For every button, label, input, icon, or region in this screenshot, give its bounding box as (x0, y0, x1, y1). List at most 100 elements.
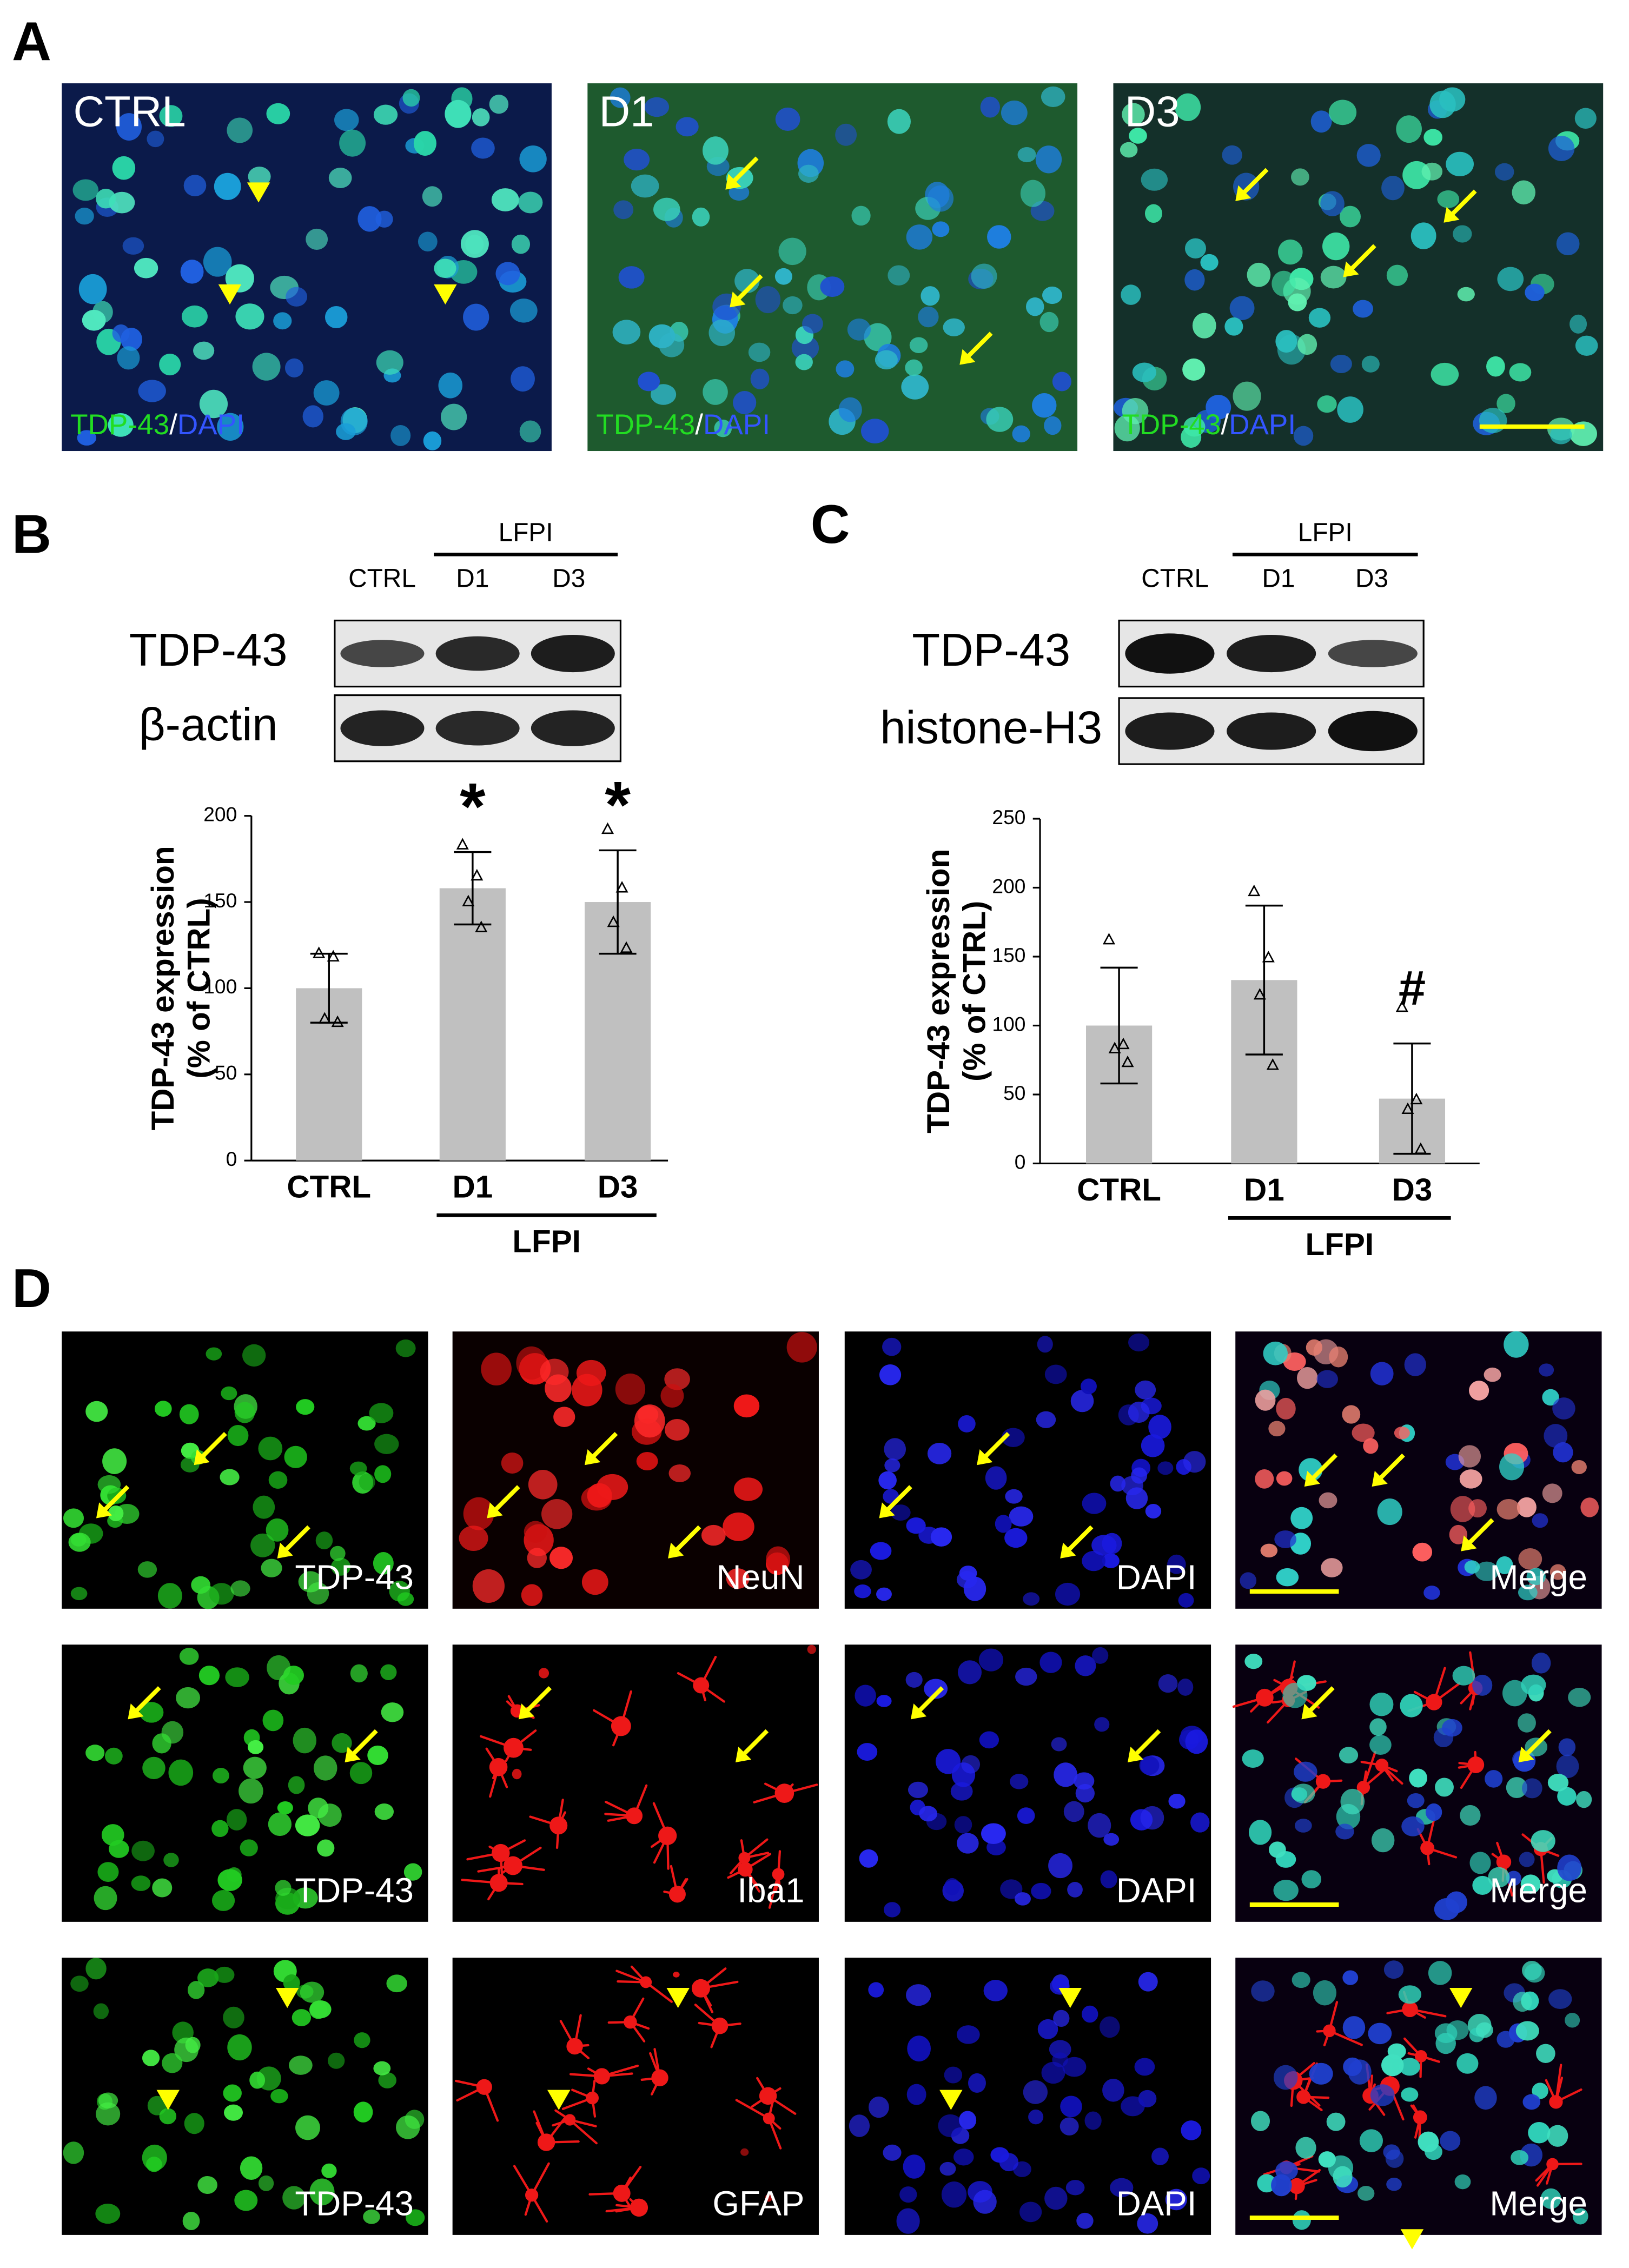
cell-body (504, 1856, 522, 1875)
cell (631, 174, 659, 198)
cell (209, 1583, 234, 1605)
cell (1322, 232, 1350, 261)
cell (1103, 1833, 1120, 1846)
cell (108, 413, 134, 437)
cell (766, 1546, 791, 1573)
cell (183, 175, 207, 197)
x-tick-label: CTRL (287, 1170, 371, 1205)
cell (981, 1823, 1006, 1844)
cell (1320, 266, 1347, 289)
cell (374, 1803, 394, 1820)
image-background (1113, 83, 1604, 452)
stain-label: TDP-43/DAPI (596, 409, 770, 441)
cell (211, 1889, 235, 1911)
cell (868, 2096, 889, 2118)
cell (1062, 2057, 1087, 2077)
cell (1044, 416, 1062, 435)
cell-body (711, 2017, 729, 2034)
cell (460, 230, 489, 258)
cell (1459, 1469, 1482, 1489)
cell (211, 1820, 229, 1838)
micrograph (1113, 83, 1604, 452)
arrow-head (725, 174, 741, 190)
cell (1377, 1498, 1402, 1526)
cell (1102, 1533, 1122, 1554)
cell (932, 221, 950, 237)
cell (1129, 128, 1147, 144)
cell-process (735, 2099, 770, 2120)
cell (1433, 1727, 1454, 1747)
cell (849, 2114, 870, 2137)
cell (835, 123, 857, 146)
cell (1565, 2013, 1580, 2028)
arrow-shaft (350, 1729, 378, 1757)
cell (491, 188, 519, 211)
cell (1009, 1506, 1034, 1527)
cell (309, 2001, 328, 2019)
cell (1135, 1380, 1156, 1400)
cell (1131, 1467, 1148, 1484)
cell (203, 247, 232, 277)
cell (1528, 2122, 1551, 2144)
cell (1185, 1729, 1208, 1754)
cell (1053, 2010, 1070, 2027)
blot-band (1328, 640, 1418, 667)
cell (519, 145, 547, 173)
cell (905, 1672, 923, 1688)
arrow-head (518, 1703, 535, 1720)
cell (75, 208, 94, 225)
cell (152, 1878, 173, 1898)
cell (1394, 1426, 1410, 1440)
cell (159, 353, 181, 376)
arrow-shaft (1133, 1729, 1161, 1757)
cell (406, 2209, 425, 2226)
cell (139, 1702, 164, 1723)
cell (907, 2035, 931, 2062)
arrow-shaft (133, 1686, 161, 1714)
channel-label: Iba1 (737, 1871, 804, 1910)
cell (390, 425, 411, 446)
cell (1547, 1773, 1569, 1792)
cell (1358, 2186, 1375, 2201)
cell-body (1496, 1854, 1512, 1869)
y-tick-label: 100 (992, 1012, 1025, 1035)
arrow-shaft (1310, 1453, 1337, 1481)
cell (1015, 1667, 1037, 1686)
cell (1292, 2210, 1311, 2230)
data-point (456, 838, 469, 850)
cell (1549, 1564, 1566, 1580)
cell (308, 1798, 329, 1819)
cell (134, 257, 158, 278)
panel-label: B (12, 505, 51, 565)
cell (1001, 100, 1028, 125)
image-label: D1 (599, 88, 654, 136)
cell (116, 113, 142, 141)
cell (1037, 2019, 1058, 2039)
cell (489, 94, 509, 114)
y-tick-label: 0 (226, 1148, 237, 1170)
cell-body (1289, 2178, 1305, 2194)
cell (516, 1346, 547, 1380)
cell (1282, 1682, 1308, 1708)
cell (882, 1337, 902, 1356)
x-tick-label: CTRL (1077, 1172, 1161, 1208)
data-point (1248, 884, 1261, 897)
arrow-head (730, 291, 746, 308)
cell (1036, 1411, 1056, 1428)
cell (1547, 2125, 1568, 2147)
cell (184, 2113, 204, 2134)
cell (1048, 1853, 1072, 1879)
cell (1140, 1806, 1164, 1830)
cell (1297, 334, 1317, 355)
cell (1383, 1960, 1404, 1979)
cell (1082, 1550, 1106, 1571)
cell (292, 2009, 312, 2026)
cell (1352, 1423, 1375, 1442)
cell (1019, 2201, 1042, 2223)
cell (321, 2163, 337, 2178)
cell (438, 372, 463, 399)
cell (864, 323, 892, 352)
cell (1075, 1783, 1095, 1803)
micrograph (62, 1958, 428, 2235)
cell (1075, 1655, 1096, 1676)
